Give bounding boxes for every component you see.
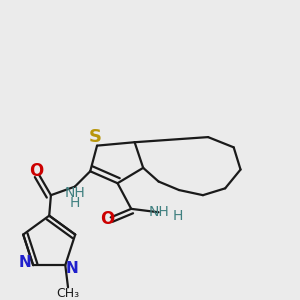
Text: H: H xyxy=(70,196,80,210)
Text: CH₃: CH₃ xyxy=(56,287,80,300)
Text: H: H xyxy=(172,209,182,223)
Text: N: N xyxy=(66,261,79,276)
Text: NH: NH xyxy=(148,205,169,219)
Text: NH: NH xyxy=(64,186,85,200)
Text: O: O xyxy=(100,210,114,228)
Text: N: N xyxy=(18,255,31,270)
Text: O: O xyxy=(29,162,44,180)
Text: S: S xyxy=(89,128,102,146)
